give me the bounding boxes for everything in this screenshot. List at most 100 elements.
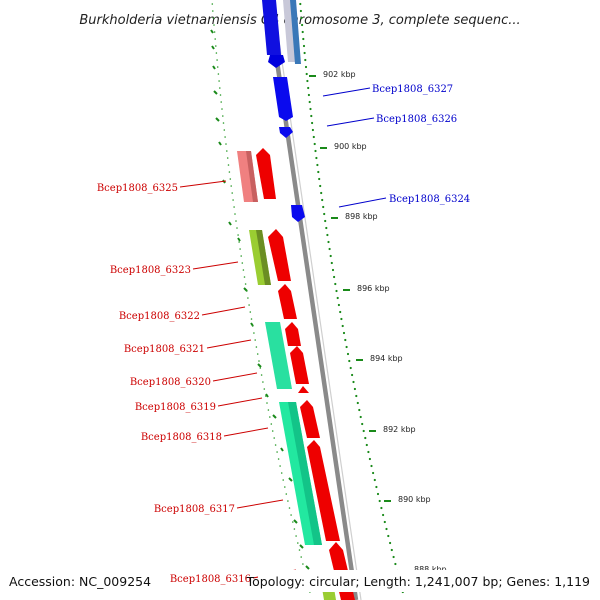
track-dot: [243, 276, 246, 278]
track-dot: [253, 332, 255, 334]
track-dot: [313, 142, 316, 146]
gene-label-6317: Bcep1808_6317: [154, 504, 235, 515]
track-dot: [226, 150, 228, 152]
track-dot: [279, 465, 281, 467]
track-dot: [317, 170, 320, 174]
gene-feature-6326: [279, 127, 293, 138]
gene-label-6327: Bcep1808_6327: [372, 84, 453, 95]
track-dot: [212, 17, 215, 19]
track-dot: [337, 303, 340, 307]
track-dot: [293, 528, 296, 530]
gene-label-6322: Bcep1808_6322: [119, 311, 200, 322]
track-dot: [273, 437, 276, 439]
track-dot: [288, 507, 291, 509]
track-dot: [322, 205, 325, 209]
track-dot: [215, 45, 217, 47]
track-dot: [380, 506, 383, 510]
track-dot: [306, 79, 309, 83]
gene-label-6326: Bcep1808_6326: [376, 114, 457, 125]
track-dot: [211, 3, 214, 5]
track-dot: [236, 227, 238, 229]
track-dot: [284, 486, 286, 488]
gene-label-6321: Bcep1808_6321: [124, 344, 205, 355]
track-dot: [254, 339, 256, 341]
track-dot: [250, 318, 253, 320]
track-dot: [216, 66, 219, 68]
gene-feature-6318: [300, 400, 320, 438]
track-dot: [229, 178, 232, 180]
tick-label: 902 kbp: [323, 70, 356, 79]
track-dot: [378, 499, 381, 503]
track-dot: [248, 304, 250, 306]
track-dot: [326, 233, 329, 237]
track-dot: [387, 534, 390, 538]
top-gene-features: [262, 0, 301, 68]
track-dot: [349, 366, 352, 370]
track-dot: [307, 86, 310, 90]
track-dot: [218, 80, 220, 82]
track-dot: [301, 23, 304, 27]
track-dot: [214, 38, 216, 40]
gene-label-6325: Bcep1808_6325: [97, 183, 178, 194]
track-dot: [346, 352, 350, 356]
track-dot: [362, 429, 365, 433]
track-dot: [311, 121, 314, 125]
track-dot: [304, 58, 307, 62]
track-dot: [320, 191, 323, 195]
track-dot: [301, 30, 304, 34]
tick-marks: [309, 75, 407, 572]
track-dot: [219, 87, 221, 89]
genome-summary-text: Topology: circular; Length: 1,241,007 bp…: [246, 574, 590, 589]
track-dot: [246, 290, 248, 292]
track-dot: [372, 471, 375, 475]
track-dot: [302, 37, 305, 41]
track-dot: [232, 199, 234, 201]
track-dot: [331, 268, 335, 272]
track-dot: [319, 184, 322, 188]
gene-feature-6322: [278, 284, 297, 319]
track-dot: [316, 163, 319, 167]
gene-label-6320: Bcep1808_6320: [130, 377, 211, 388]
tick-label: 898 kbp: [345, 212, 378, 221]
track-dot: [287, 500, 289, 502]
track-dot: [219, 94, 222, 96]
track-dot: [215, 52, 218, 54]
outer-dotted-track: [210, 29, 310, 570]
track-dot: [298, 549, 301, 551]
track-dot: [329, 254, 332, 258]
gene-feature-6319: [298, 386, 309, 393]
track-dot: [227, 164, 230, 166]
track-dot: [315, 156, 318, 160]
track-dot: [226, 157, 229, 159]
track-dot: [324, 219, 327, 223]
track-dot: [255, 346, 258, 348]
track-dot: [321, 198, 324, 202]
track-dot: [327, 240, 330, 244]
track-dot: [342, 331, 346, 335]
track-dot: [303, 51, 306, 55]
genome-backbone-edge: [272, 0, 362, 600]
gene-label-6316: Bcep1808_6316: [170, 574, 251, 585]
track-dot: [244, 283, 247, 285]
track-dot: [241, 262, 244, 264]
track-dot: [348, 359, 351, 363]
track-dot: [335, 289, 338, 293]
gene-label-6318: Bcep1808_6318: [141, 432, 222, 443]
track-dot: [263, 388, 266, 390]
teal-feature-1: [265, 322, 292, 389]
tick-label: 890 kbp: [398, 495, 431, 504]
track-dot: [358, 408, 361, 412]
track-dot: [299, 2, 302, 6]
track-dot: [228, 171, 231, 173]
track-dot: [351, 373, 354, 377]
gene-feature-6324: [291, 205, 305, 222]
track-dot: [300, 556, 303, 558]
track-dot: [345, 345, 348, 349]
track-dot: [240, 255, 242, 257]
track-dot: [304, 65, 308, 69]
track-dot: [307, 93, 310, 97]
track-dot: [308, 100, 311, 104]
tick-label: 892 kbp: [383, 425, 416, 434]
track-dot: [365, 443, 368, 447]
gene-feature-6321: [285, 322, 301, 346]
